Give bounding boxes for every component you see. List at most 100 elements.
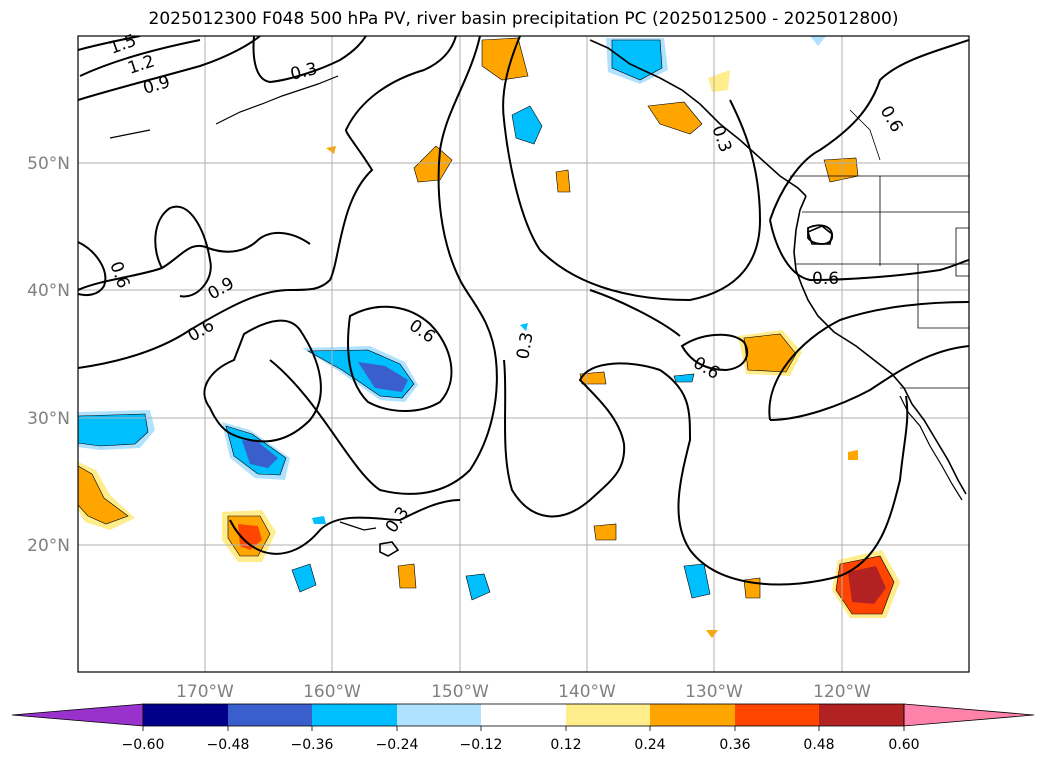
precip-blob-blue-53n [511,105,543,145]
colorbar-ticks [142,726,905,731]
pv-contour-0-3-top [252,36,367,84]
contour-label: 0.3 [513,331,537,361]
pv-contour-0-3-east-mid [589,289,681,337]
map-title: 2025012300 F048 500 hPa PV, river basin … [148,9,899,29]
pv-contour-0-6-loop-center [347,305,453,412]
precip-blob-blue-alaska [606,38,668,84]
border-state [849,109,881,161]
colorbar-segment [481,704,566,726]
colorbar-tick-label: −0.48 [207,737,250,753]
precip-blob-blue-165w [222,422,290,480]
colorbar-segment [143,704,228,726]
border-state [796,263,969,329]
map-gridlines [78,36,969,672]
contour-label: 1.2 [125,51,157,78]
colorbar-segment [397,704,481,726]
pv-contour-lake [807,224,833,245]
longitude-labels: 170°W 160°W 150°W 140°W 130°W 120°W [176,682,871,702]
precip-blob-orange-49n [823,157,859,183]
precip-blob-orange-21n [593,523,617,541]
precip-blob-blue-17n [291,563,317,593]
precip-shading [78,36,900,638]
contour-label: 0.6 [812,269,839,289]
coastline-hawaii [339,521,377,531]
colorbar-tick-label: −0.12 [460,737,503,753]
pv-contour-0-6-ne-south [769,219,969,282]
map-frame [77,35,970,673]
lon-label-150w: 150°W [431,682,489,702]
contour-label: 0.6 [690,353,723,384]
pv-contour-0-3-southeast [503,359,909,586]
precip-blob-orange-48n [555,169,571,193]
coastline-hawaii-big-island [379,541,400,557]
colorbar-tick-label: 0.48 [803,737,834,753]
political-borders [790,109,969,389]
colorbar-tick-label: −0.60 [122,737,165,753]
pv-contour-0-3-central [269,36,498,495]
precip-blob-blue-17n-130w [683,563,711,599]
contour-label: 0.6 [405,316,439,348]
precip-blob-red-21n [222,510,276,562]
precip-blob-orange-51n [326,146,336,154]
coastline-alaska-bc [589,39,807,197]
lon-label-130w: 130°W [685,682,743,702]
precip-blob-yellow-56n [708,70,730,92]
coastline-aleutian-west [109,129,151,139]
precip-blob-blue-20n [312,516,326,524]
pv-contour-0-3-east [502,36,762,302]
precip-blob-blue-36n [520,323,528,331]
pv-contour-0-6-east-loop [680,333,749,372]
pv-contour-0-9-top [78,36,261,101]
contour-label: 0.6 [185,315,218,346]
coastline-baja [899,395,963,501]
precip-blob-orange-27n [848,450,858,460]
lon-label-160w: 160°W [303,682,361,702]
contour-label: 0.3 [707,123,735,155]
precip-blob-blue-30n-west [78,410,155,450]
pv-contour-0-6-coast [769,345,969,421]
pv-contours [78,36,969,586]
colorbar-segment [228,704,312,726]
precip-blob-orange-50n [413,145,453,183]
colorbar-segment [735,704,819,726]
pv-contour-0-6-central [78,36,457,369]
pv-contour-0-6-loop-west [203,319,322,443]
precip-blob-blue-16n [465,573,491,601]
coastline-aleutians [215,75,339,125]
contour-label: 1.5 [107,31,139,59]
precip-blob-blue-top [810,36,826,46]
lat-label-50n: 50°N [27,154,70,174]
pv-contour-0-3-south [229,499,461,555]
colorbar-tick-label: −0.36 [291,737,334,753]
contour-label: 0.9 [141,72,173,99]
precip-blob-orange-top [481,37,529,81]
colorbar-segment [819,704,904,726]
contour-label: 0.6 [105,259,133,291]
lat-label-30n: 30°N [27,409,70,429]
colorbar-tick-label: 0.60 [888,737,919,753]
precip-blob-orange-54n [647,101,703,135]
precip-blob-orange-west-edge [78,462,135,530]
colorbar-segment [312,704,397,726]
lat-label-20n: 20°N [27,536,70,556]
contour-label: 0.3 [382,503,414,537]
pv-contour-0-6-west [78,241,107,296]
colorbar-extend-min [11,703,144,727]
pv-contour-0-6-coast-north [768,301,969,421]
contour-label: 0.6 [876,103,907,136]
lat-label-40n: 40°N [27,281,70,301]
pv-contour-1-5 [78,36,141,51]
lon-label-170w: 170°W [176,682,234,702]
border-state [955,227,969,277]
colorbar-extend-max [903,703,1035,727]
colorbar-outline [142,703,905,727]
colorbar-tick-label: 0.24 [634,737,665,753]
colorbar: −0.60 −0.48 −0.36 −0.24 −0.12 0.12 0.24 … [11,703,1035,753]
colorbar-segment [650,704,735,726]
pv-contour-0-9-loop [154,205,212,298]
pv-contour-0-6-ne [769,39,969,221]
colorbar-segment [566,704,650,726]
coastlines [109,39,967,557]
pv-contour-1-2 [79,39,201,77]
